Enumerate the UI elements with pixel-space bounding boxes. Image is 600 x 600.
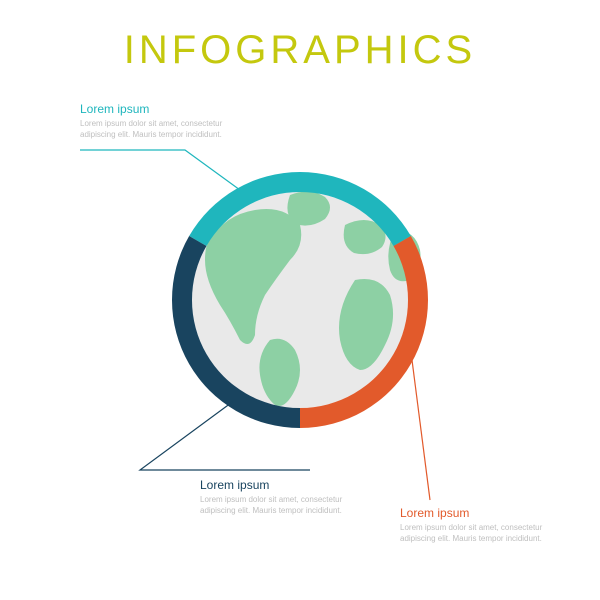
annotation-heading: Lorem ipsum [400, 506, 560, 520]
annotation-teal: Lorem ipsum Lorem ipsum dolor sit amet, … [80, 102, 240, 141]
annotation-body: Lorem ipsum dolor sit amet, consectetur … [400, 523, 560, 545]
annotation-body: Lorem ipsum dolor sit amet, consectetur … [80, 119, 240, 141]
annotation-orange: Lorem ipsum Lorem ipsum dolor sit amet, … [400, 506, 560, 545]
annotation-heading: Lorem ipsum [80, 102, 240, 116]
annotation-navy: Lorem ipsum Lorem ipsum dolor sit amet, … [200, 478, 360, 517]
annotation-heading: Lorem ipsum [200, 478, 360, 492]
leader-orange [412, 360, 430, 500]
annotation-body: Lorem ipsum dolor sit amet, consectetur … [200, 495, 360, 517]
leader-teal [80, 150, 240, 190]
infographic-stage: INFOGRAPHICS Lorem ipsum Lorem ipsum dol… [0, 0, 600, 600]
